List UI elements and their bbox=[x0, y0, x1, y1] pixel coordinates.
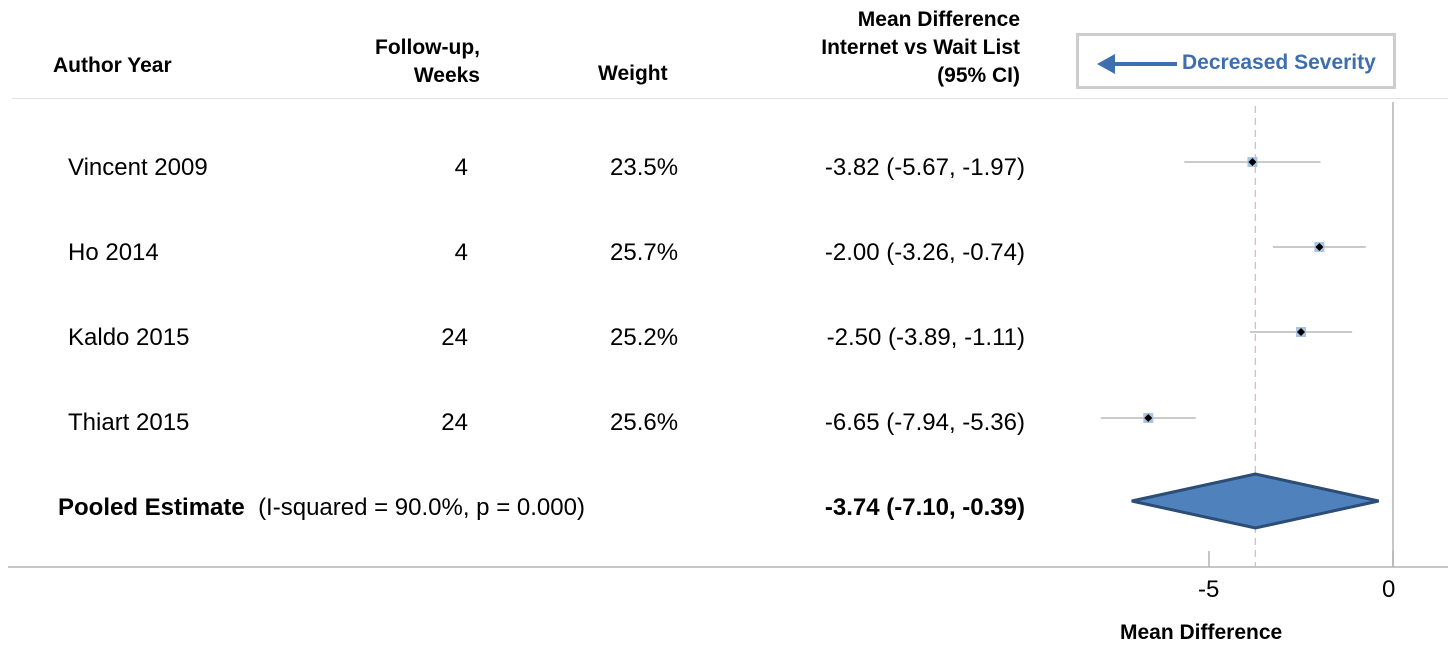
header-author-year: Author Year bbox=[53, 54, 172, 77]
study-author-year: Vincent 2009 bbox=[68, 154, 208, 181]
study-point-estimate bbox=[1248, 158, 1257, 166]
pooled-stats: (I-squared = 90.0%, p = 0.000) bbox=[258, 494, 585, 521]
left-arrow-icon bbox=[1097, 54, 1177, 74]
study-ci: -2.00 (-3.26, -0.74) bbox=[824, 239, 1025, 266]
study-ci: -3.82 (-5.67, -1.97) bbox=[824, 154, 1025, 181]
header-follow-up-line1: Follow-up, bbox=[375, 36, 480, 59]
study-follow-up: 24 bbox=[441, 409, 468, 436]
pooled-estimate: Pooled Estimate (I-squared = 90.0%, p = … bbox=[58, 494, 585, 522]
pooled-label: Pooled Estimate bbox=[58, 494, 245, 521]
x-tick-label: 0 bbox=[1382, 576, 1396, 603]
study-follow-up: 24 bbox=[441, 324, 468, 351]
legend: Decreased Severity bbox=[1076, 33, 1396, 89]
header-mean-difference: Mean Difference Internet vs Wait List (9… bbox=[740, 6, 1020, 90]
study-follow-up: 4 bbox=[454, 154, 468, 181]
study-author-year: Thiart 2015 bbox=[68, 409, 190, 436]
study-weight: 25.6% bbox=[610, 409, 679, 436]
x-tick-label: -5 bbox=[1198, 576, 1220, 603]
study-point-estimate bbox=[1297, 328, 1305, 336]
study-weight: 23.5% bbox=[610, 154, 679, 181]
header-divider bbox=[12, 98, 1448, 99]
study-follow-up: 4 bbox=[454, 239, 468, 266]
header-md-line3: (95% CI) bbox=[937, 64, 1020, 87]
study-author-year: Kaldo 2015 bbox=[68, 324, 190, 351]
study-author-year: Ho 2014 bbox=[68, 239, 159, 266]
header-weight: Weight bbox=[598, 62, 668, 85]
study-point-estimate bbox=[1144, 414, 1153, 422]
study-weight: 25.2% bbox=[610, 324, 679, 351]
pooled-diamond bbox=[1131, 472, 1379, 530]
x-axis-title: Mean Difference bbox=[1120, 621, 1283, 644]
legend-label: Decreased Severity bbox=[1182, 51, 1376, 74]
header-md-line2: Internet vs Wait List bbox=[821, 36, 1020, 59]
header-md-line1: Mean Difference bbox=[857, 8, 1020, 31]
header-follow-up: Follow-up, Weeks bbox=[320, 34, 480, 90]
study-ci: -6.65 (-7.94, -5.36) bbox=[824, 409, 1025, 436]
header-follow-up-line2: Weeks bbox=[413, 64, 480, 87]
study-ci: -2.50 (-3.89, -1.11) bbox=[826, 324, 1025, 351]
study-weight: 25.7% bbox=[610, 239, 679, 266]
study-point-estimate bbox=[1315, 243, 1324, 251]
pooled-ci: -3.74 (-7.10, -0.39) bbox=[824, 494, 1025, 521]
